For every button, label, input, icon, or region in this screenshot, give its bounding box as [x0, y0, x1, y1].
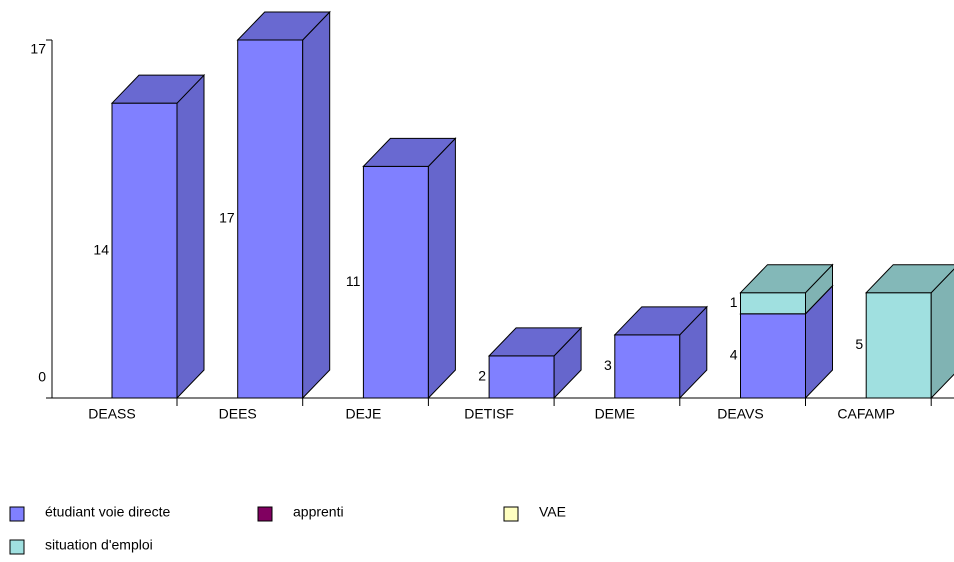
legend-label: VAE [539, 504, 566, 520]
x-tick-label: DEASS [88, 406, 135, 422]
value-label: 4 [730, 347, 738, 363]
y-tick-label: 0 [38, 369, 46, 385]
x-tick-label: DETISF [464, 406, 514, 422]
bar-top [487, 327, 583, 357]
bar-top [739, 264, 834, 294]
value-label: 17 [219, 210, 235, 226]
bar-segment [740, 313, 806, 399]
value-label: 14 [93, 241, 109, 257]
legend-label: situation d'emploi [45, 537, 153, 553]
bar-top [362, 137, 457, 167]
bar-side [930, 268, 954, 400]
bar-segment [614, 334, 681, 399]
bar-side [302, 10, 331, 400]
legend-swatch [9, 539, 25, 555]
value-label: 3 [604, 357, 612, 373]
x-tick-label: DEAVS [717, 406, 763, 422]
bar-segment [488, 355, 555, 399]
value-label: 11 [346, 273, 361, 289]
legend-label: apprenti [293, 504, 344, 520]
bar-segment [362, 165, 429, 399]
bar-segment [740, 292, 806, 315]
bar-segment [865, 292, 932, 399]
x-tick-label: DEJE [346, 406, 382, 422]
bar-top [236, 11, 331, 41]
bar-top [110, 74, 206, 104]
legend-swatch [503, 506, 519, 522]
bar-side [427, 137, 456, 400]
bar-side [176, 73, 205, 400]
value-label: 5 [855, 336, 863, 352]
x-tick-label: DEES [219, 406, 257, 422]
value-label: 1 [730, 294, 738, 310]
y-tick-label: 17 [30, 41, 46, 57]
bar-segment [111, 102, 178, 399]
legend-swatch [257, 506, 273, 522]
value-label: 2 [478, 368, 486, 384]
bar-top [613, 306, 708, 336]
legend-label: étudiant voie directe [45, 504, 171, 520]
bar-top [865, 264, 954, 294]
x-tick-label: CAFAMP [837, 406, 895, 422]
x-tick-label: DEME [595, 406, 635, 422]
legend-swatch [9, 506, 25, 522]
bar-segment [237, 39, 304, 399]
